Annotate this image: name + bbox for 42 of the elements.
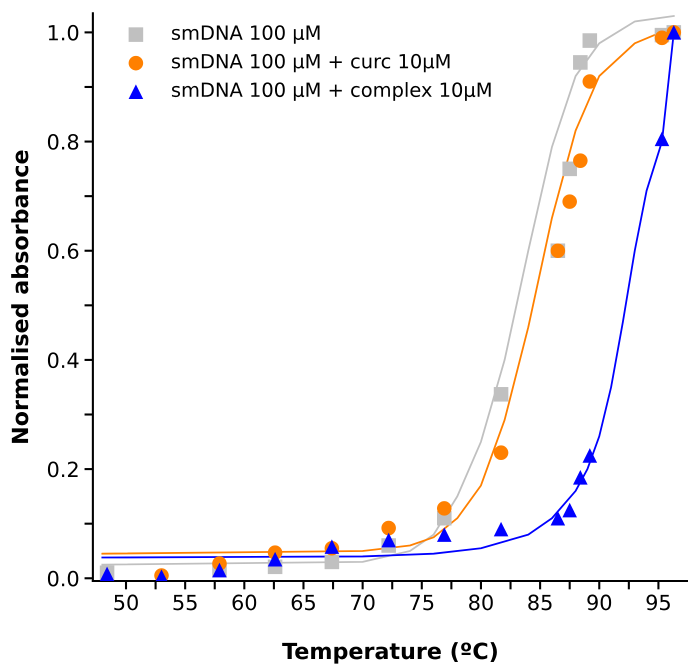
legend-label: smDNA 100 μM [172, 25, 320, 44]
x-tick-label: 55 [174, 594, 197, 610]
y-tick-label: 0.2 [48, 462, 78, 478]
y-tick-label: 1.0 [48, 24, 78, 41]
point [494, 522, 508, 536]
point [494, 387, 508, 402]
point [582, 448, 598, 463]
x-tick-label: 90 [587, 594, 612, 610]
point [436, 527, 452, 542]
y-tick-label: 0.4 [48, 352, 79, 368]
point [573, 470, 588, 485]
point [324, 554, 340, 570]
point [494, 445, 508, 460]
x-tick-label: 50 [114, 594, 138, 610]
x-tick-label: 70 [351, 594, 375, 610]
point [562, 502, 577, 518]
y-tick-label: 0.8 [48, 134, 78, 150]
x-tick-label: 80 [469, 594, 493, 610]
point [436, 501, 452, 516]
point [381, 520, 396, 536]
point [573, 153, 588, 168]
legend-label: smDNA 100 μM + curc 10μM [172, 54, 450, 72]
point [268, 552, 282, 566]
point [573, 55, 588, 70]
x-tick-label: 95 [646, 594, 670, 610]
point [654, 132, 670, 146]
x-axis-title: Temperature (ºC) [282, 642, 497, 664]
x-tick-label: 75 [410, 594, 434, 610]
x-tick-label: 60 [232, 594, 256, 610]
point [582, 74, 598, 89]
x-tick-label: 65 [292, 594, 315, 610]
point [562, 194, 577, 209]
y-tick-label: 0.0 [48, 570, 78, 586]
point [562, 162, 577, 176]
point [582, 33, 598, 48]
y-axis-title: Normalised absorbance [11, 150, 28, 443]
point [381, 532, 396, 548]
y-tick-label: 0.6 [48, 243, 78, 259]
legend-label: smDNA 100 μM + complex 10μM [172, 82, 491, 101]
point [550, 510, 566, 526]
point [654, 30, 670, 46]
x-tick-label: 85 [528, 594, 552, 610]
